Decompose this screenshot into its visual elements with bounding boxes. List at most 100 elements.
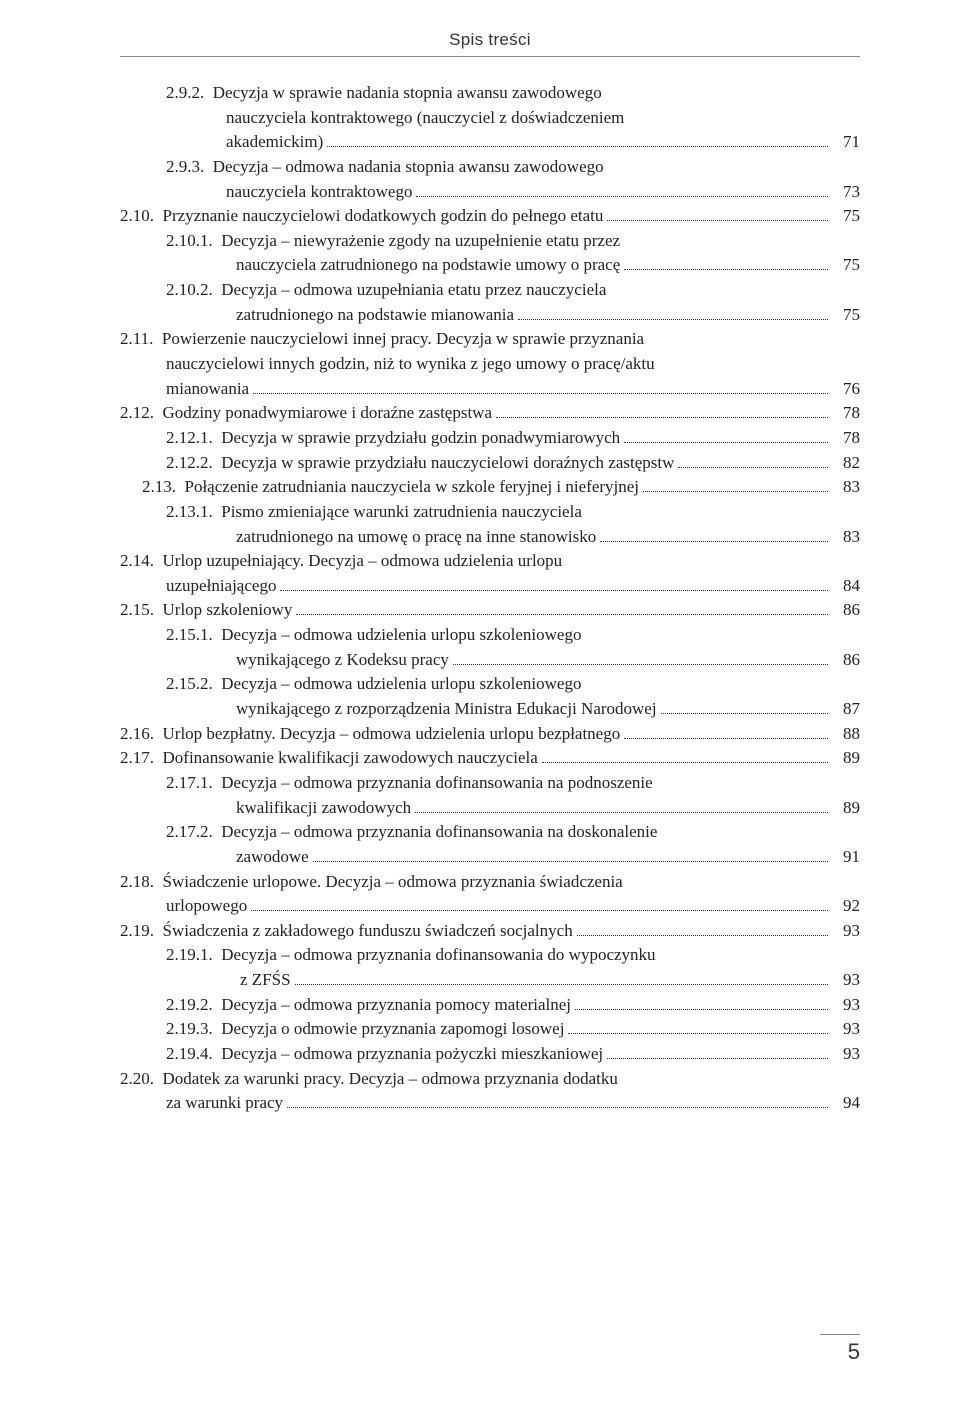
toc-entry-text: 2.9.2. Decyzja w sprawie nadania stopnia…: [166, 81, 602, 106]
toc-entry: 2.9.2. Decyzja w sprawie nadania stopnia…: [120, 81, 860, 106]
toc-entry: 2.15.1. Decyzja – odmowa udzielenia urlo…: [120, 623, 860, 648]
toc-entry-text: 2.12.2. Decyzja w sprawie przydziału nau…: [166, 451, 674, 476]
toc-entry: 2.19. Świadczenia z zakładowego funduszu…: [120, 919, 860, 944]
toc-entry-text: 2.19.2. Decyzja – odmowa przyznania pomo…: [166, 993, 571, 1018]
toc-entry: 2.15. Urlop szkoleniowy 86: [120, 598, 860, 623]
toc-entry-text: kwalifikacji zawodowych: [236, 796, 411, 821]
toc-entry-page: 78: [832, 401, 860, 426]
toc-entry-text: zawodowe: [236, 845, 309, 870]
toc-entry-text: 2.12.1. Decyzja w sprawie przydziału god…: [166, 426, 620, 451]
toc-entry-text: 2.10. Przyznanie nauczycielowi dodatkowy…: [120, 204, 603, 229]
dot-leader: [251, 895, 828, 911]
toc-entry-page: 75: [832, 204, 860, 229]
toc-entry: 2.9.3. Decyzja – odmowa nadania stopnia …: [120, 155, 860, 180]
toc-entry-page: 89: [832, 746, 860, 771]
dot-leader: [313, 846, 828, 862]
toc-entry-text: 2.18. Świadczenie urlopowe. Decyzja – od…: [120, 870, 623, 895]
dot-leader: [253, 377, 828, 393]
toc-entry: zatrudnionego na podstawie mianowania75: [120, 303, 860, 328]
toc-entry-text: 2.10.2. Decyzja – odmowa uzupełniania et…: [166, 278, 606, 303]
toc-entry-text: mianowania: [166, 377, 249, 402]
toc-entry: 2.17. Dofinansowanie kwalifikacji zawodo…: [120, 746, 860, 771]
toc-entry-page: 93: [832, 919, 860, 944]
toc-entry-page: 71: [832, 130, 860, 155]
toc-entry-text: nauczyciela kontraktowego: [226, 180, 412, 205]
dot-leader: [542, 747, 828, 763]
toc-entry: 2.19.3. Decyzja o odmowie przyznania zap…: [120, 1017, 860, 1042]
dot-leader: [577, 919, 828, 935]
dot-leader: [295, 969, 828, 985]
toc-entry-text: nauczyciela zatrudnionego na podstawie u…: [236, 253, 620, 278]
toc-entry-text: 2.17. Dofinansowanie kwalifikacji zawodo…: [120, 746, 538, 771]
page-number: 5: [820, 1334, 860, 1365]
toc-entry: zawodowe 91: [120, 845, 860, 870]
dot-leader: [327, 131, 828, 147]
dot-leader: [624, 254, 828, 270]
toc-entry-text: urlopowego: [166, 894, 247, 919]
toc-entry-page: 88: [832, 722, 860, 747]
toc-entry-page: 92: [832, 894, 860, 919]
toc-entry-text: 2.11. Powierzenie nauczycielowi innej pr…: [120, 327, 644, 352]
toc-entry-text: zatrudnionego na umowę o pracę na inne s…: [236, 525, 596, 550]
toc-entry: nauczyciela kontraktowego73: [120, 180, 860, 205]
toc-entry-text: 2.19.4. Decyzja – odmowa przyznania poży…: [166, 1042, 603, 1067]
toc-entry-text: nauczycielowi innych godzin, niż to wyni…: [166, 352, 655, 377]
toc-entry-text: zatrudnionego na podstawie mianowania: [236, 303, 514, 328]
dot-leader: [296, 599, 828, 615]
toc-entry-text: 2.15. Urlop szkoleniowy: [120, 598, 292, 623]
toc-entry-page: 82: [832, 451, 860, 476]
dot-leader: [678, 451, 828, 467]
toc-entry: 2.13.1. Pismo zmieniające warunki zatrud…: [120, 500, 860, 525]
toc-entry: 2.10. Przyznanie nauczycielowi dodatkowy…: [120, 204, 860, 229]
dot-leader: [661, 698, 828, 714]
toc-entry-page: 94: [832, 1091, 860, 1116]
toc-entry: zatrudnionego na umowę o pracę na inne s…: [120, 525, 860, 550]
dot-leader: [624, 722, 828, 738]
table-of-contents: 2.9.2. Decyzja w sprawie nadania stopnia…: [120, 81, 860, 1116]
toc-entry-page: 87: [832, 697, 860, 722]
toc-entry-text: wynikającego z Kodeksu pracy: [236, 648, 449, 673]
dot-leader: [607, 1043, 828, 1059]
toc-entry: 2.19.2. Decyzja – odmowa przyznania pomo…: [120, 993, 860, 1018]
dot-leader: [607, 205, 828, 221]
toc-entry-text: za warunki pracy: [166, 1091, 283, 1116]
toc-entry: 2.13. Połączenie zatrudniania nauczyciel…: [120, 475, 860, 500]
dot-leader: [287, 1092, 828, 1108]
dot-leader: [624, 427, 828, 443]
toc-entry: mianowania76: [120, 377, 860, 402]
dot-leader: [575, 993, 828, 1009]
toc-entry-page: 86: [832, 648, 860, 673]
toc-entry-page: 91: [832, 845, 860, 870]
toc-entry-text: nauczyciela kontraktowego (nauczyciel z …: [226, 106, 624, 131]
dot-leader: [496, 402, 828, 418]
toc-entry-text: 2.15.1. Decyzja – odmowa udzielenia urlo…: [166, 623, 581, 648]
dot-leader: [416, 180, 828, 196]
toc-entry: 2.11. Powierzenie nauczycielowi innej pr…: [120, 327, 860, 352]
toc-entry-text: z ZFŚS: [240, 968, 291, 993]
toc-entry: 2.17.1. Decyzja – odmowa przyznania dofi…: [120, 771, 860, 796]
toc-entry: uzupełniającego84: [120, 574, 860, 599]
toc-entry: 2.14. Urlop uzupełniający. Decyzja – odm…: [120, 549, 860, 574]
toc-entry-page: 83: [832, 475, 860, 500]
toc-entry-page: 89: [832, 796, 860, 821]
toc-entry: nauczycielowi innych godzin, niż to wyni…: [120, 352, 860, 377]
toc-entry-text: 2.9.3. Decyzja – odmowa nadania stopnia …: [166, 155, 604, 180]
toc-entry: 2.17.2. Decyzja – odmowa przyznania dofi…: [120, 820, 860, 845]
toc-entry: z ZFŚS93: [120, 968, 860, 993]
toc-entry-text: akademickim): [226, 130, 323, 155]
toc-entry-text: 2.19. Świadczenia z zakładowego funduszu…: [120, 919, 573, 944]
toc-entry: 2.19.4. Decyzja – odmowa przyznania poży…: [120, 1042, 860, 1067]
dot-leader: [643, 476, 828, 492]
dot-leader: [568, 1018, 828, 1034]
toc-entry-page: 83: [832, 525, 860, 550]
toc-entry-text: 2.19.1. Decyzja – odmowa przyznania dofi…: [166, 943, 656, 968]
toc-entry: 2.15.2. Decyzja – odmowa udzielenia urlo…: [120, 672, 860, 697]
toc-entry-page: 93: [832, 993, 860, 1018]
toc-entry-text: wynikającego z rozporządzenia Ministra E…: [236, 697, 657, 722]
toc-entry: 2.16. Urlop bezpłatny. Decyzja – odmowa …: [120, 722, 860, 747]
toc-entry: 2.18. Świadczenie urlopowe. Decyzja – od…: [120, 870, 860, 895]
page-header: Spis treści: [120, 30, 860, 57]
toc-entry-page: 86: [832, 598, 860, 623]
dot-leader: [600, 525, 828, 541]
toc-entry-text: uzupełniającego: [166, 574, 276, 599]
